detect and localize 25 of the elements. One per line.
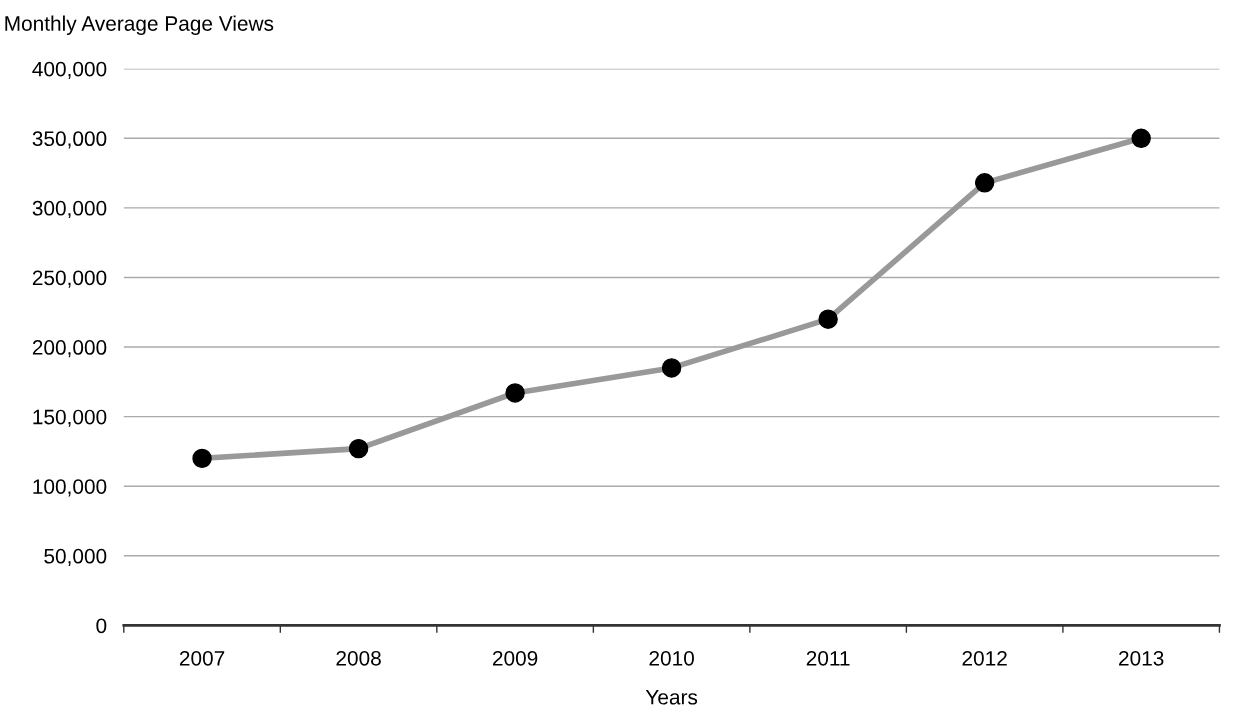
point <box>505 383 525 403</box>
point <box>192 448 212 469</box>
y-tick-label: 350,000 <box>32 131 107 149</box>
y-tick-label: 50,000 <box>44 548 107 567</box>
x-axis-title: Years <box>645 690 698 705</box>
y-tick-label: 100,000 <box>33 479 107 497</box>
x-tick-label: 2008 <box>336 650 381 666</box>
point <box>1131 128 1151 148</box>
point <box>818 309 838 329</box>
y-tick-label: 0 <box>96 618 107 634</box>
y-axis-title: Monthly Average Page Views <box>5 15 274 36</box>
y-tick-label: 400,000 <box>32 61 107 79</box>
point <box>661 358 682 378</box>
x-tick-label: 2007 <box>179 650 225 666</box>
x-tick-label: 2013 <box>1119 650 1164 666</box>
y-tick-label: 300,000 <box>32 200 107 219</box>
x-tick-label: 2010 <box>649 650 694 666</box>
y-tick-label: 200,000 <box>32 340 107 358</box>
y-tick-label: 250,000 <box>32 270 107 288</box>
x-tick-label: 2012 <box>962 650 1007 666</box>
y-tick-label: 150,000 <box>33 409 107 427</box>
point <box>348 438 369 459</box>
point <box>974 173 995 193</box>
x-tick-label: 2011 <box>806 650 850 666</box>
x-tick-label: 2009 <box>492 650 538 666</box>
